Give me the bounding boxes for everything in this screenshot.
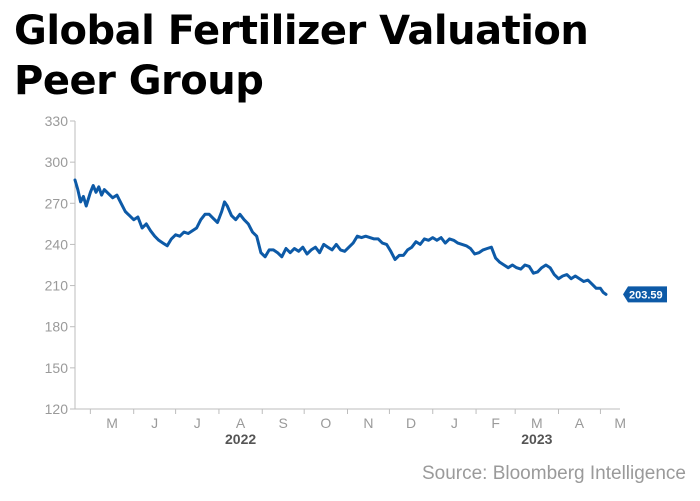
year-label: 2023 <box>521 431 552 447</box>
x-tick-label: J <box>194 415 201 431</box>
x-tick-label: N <box>363 415 373 431</box>
year-label: 2022 <box>225 431 256 447</box>
x-tick-label: O <box>320 415 331 431</box>
y-tick-label: 150 <box>45 360 69 376</box>
end-value-label-background <box>623 286 667 303</box>
y-tick-label: 180 <box>45 319 69 335</box>
y-tick-label: 300 <box>45 154 69 170</box>
x-axis-year-labels: 2022 2023 <box>225 431 553 447</box>
y-tick-label: 270 <box>45 195 69 211</box>
x-tick-label: A <box>236 415 246 431</box>
end-value-label-text: 203.59 <box>629 289 663 301</box>
source-note: Source: Bloomberg Intelligence <box>421 463 686 484</box>
x-tick-label: J <box>151 415 158 431</box>
x-tick-label: F <box>491 415 500 431</box>
series-line <box>73 178 608 296</box>
x-tick-label: S <box>279 415 288 431</box>
x-tick-label: M <box>614 415 626 431</box>
chart-title: Global Fertilizer Valuation Peer Group <box>14 8 589 104</box>
x-tick-label: D <box>406 415 416 431</box>
y-tick-label: 330 <box>45 113 69 129</box>
x-tick-label: M <box>106 415 118 431</box>
x-tick-label: A <box>575 415 585 431</box>
x-tick-label: M <box>531 415 543 431</box>
end-value-label: 203.59 <box>623 286 667 303</box>
y-tick-label: 210 <box>45 278 69 294</box>
x-tick-label: J <box>451 415 458 431</box>
y-tick-label: 240 <box>45 236 69 252</box>
y-tick-label: 120 <box>45 401 69 417</box>
y-axis-ticks: 120 150 180 210 240 270 300 330 <box>45 113 75 417</box>
